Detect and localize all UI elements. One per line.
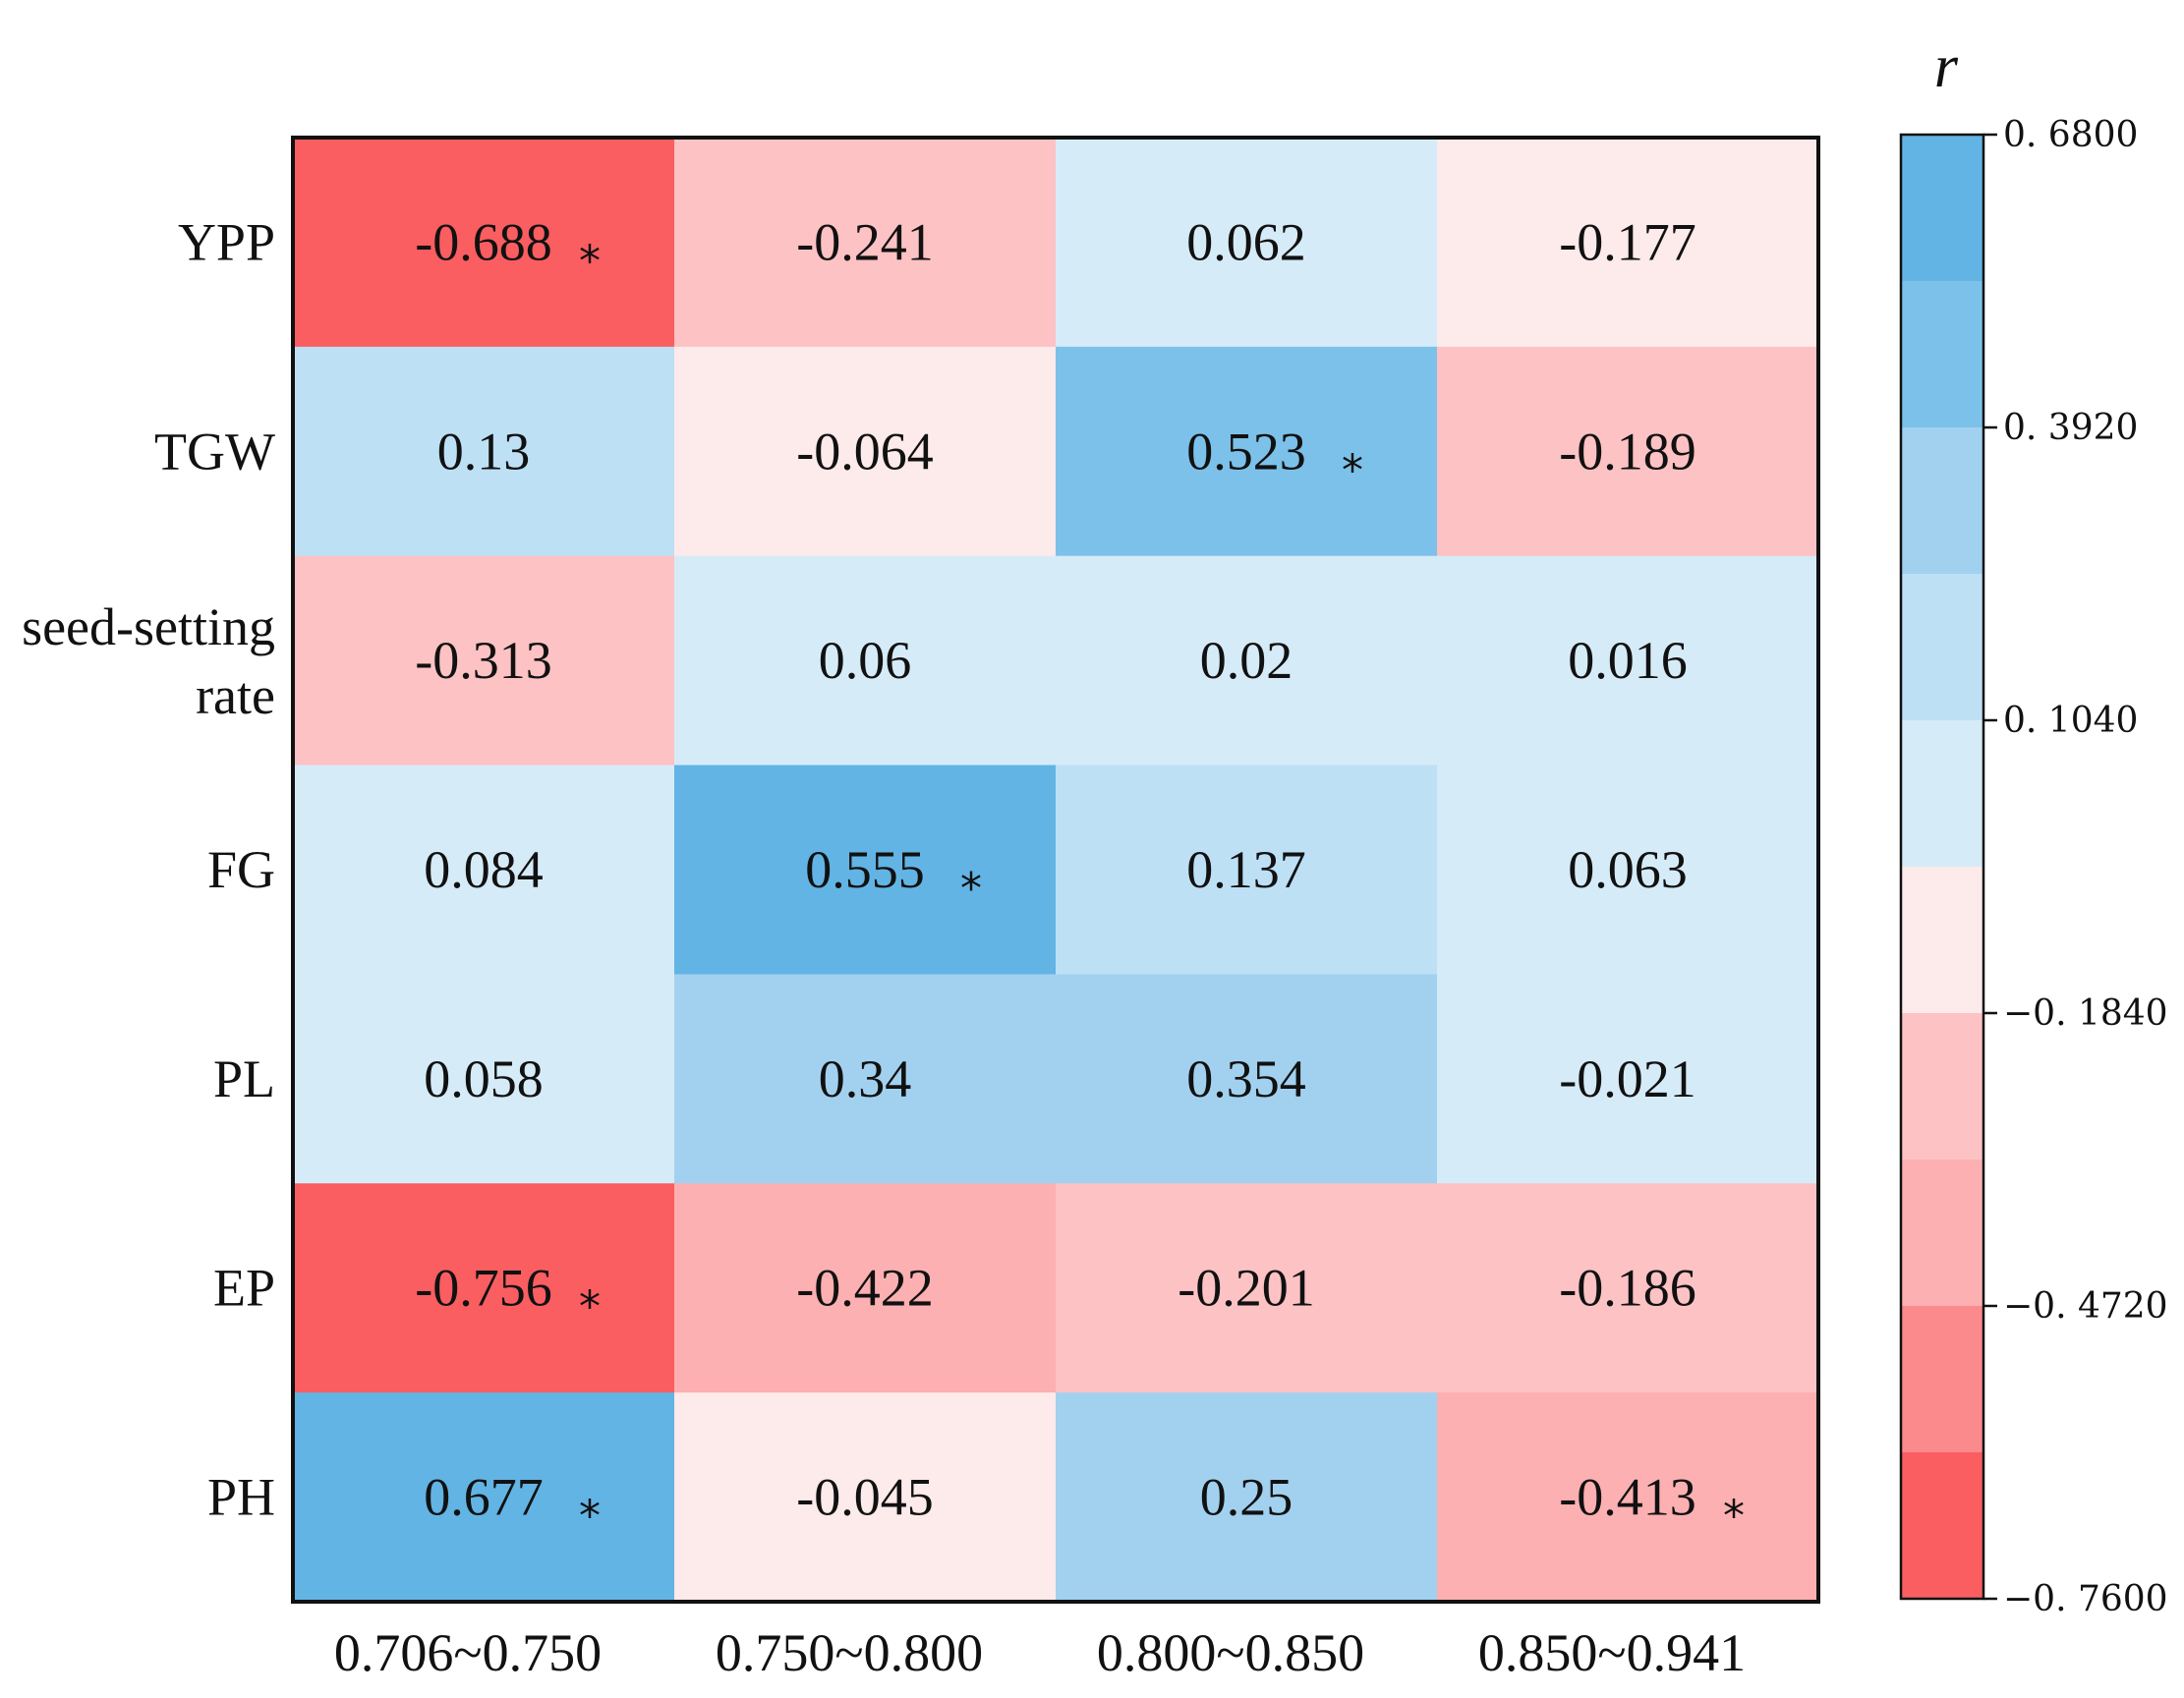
heatmap-cell-fg-1 — [293, 764, 675, 975]
colorbar-band-6 — [1901, 867, 1983, 1014]
heatmap-cell-ypp-3 — [1056, 138, 1438, 348]
heatmap-cell-ep-1 — [293, 1183, 675, 1393]
cell-value-label: 0.25 — [1200, 1468, 1293, 1527]
x-label-2: 0.750~0.800 — [716, 1623, 983, 1682]
cell-value-label: 0.34 — [819, 1049, 912, 1108]
y-label-seed-setting-rate: seed-setting rate — [22, 597, 275, 725]
heatmap-cell-fg-4 — [1437, 764, 1819, 975]
colorbar-frame — [1899, 133, 1985, 1601]
colorbar-band-3 — [1901, 427, 1983, 575]
colorbar-tick-label: 0. 1040 — [2003, 701, 2138, 741]
heatmap-cell-ph-2 — [674, 1392, 1057, 1603]
cell-value-label: -0.177 — [1559, 212, 1695, 271]
significance-star: * — [1342, 445, 1363, 495]
cell-value-label: -0.045 — [796, 1468, 933, 1527]
colorbar-band-5 — [1901, 720, 1983, 868]
y-label-ph: PH — [207, 1468, 275, 1527]
heatmap-cell-ypp-4 — [1437, 138, 1819, 348]
heatmap-cell-seed-setting-rate-1 — [293, 555, 675, 766]
cell-value-label: -0.756 — [415, 1259, 551, 1318]
cell-value-label: -0.064 — [796, 422, 933, 481]
heatmap-cell-ph-1 — [293, 1392, 675, 1603]
y-label-ep: EP — [213, 1259, 275, 1318]
cell-value-label: -0.688 — [415, 212, 551, 271]
heatmap-cell-tgw-3 — [1056, 346, 1438, 557]
y-label-fg: FG — [207, 840, 275, 899]
cell-value-label: -0.201 — [1178, 1259, 1314, 1318]
cell-value-label: -0.313 — [415, 631, 551, 690]
heatmap-cell-seed-setting-rate-2 — [674, 555, 1057, 766]
cell-value-label: 0.016 — [1568, 631, 1688, 690]
significance-star: * — [579, 1492, 601, 1542]
colorbar-title: r — [1934, 33, 1959, 100]
colorbar-band-8 — [1901, 1160, 1983, 1307]
heatmap-cell-seed-setting-rate-4 — [1437, 555, 1819, 766]
colorbar-tick-label: −0. 1840 — [2003, 993, 2168, 1034]
significance-star: * — [960, 864, 982, 914]
y-label-tgw: TGW — [154, 422, 275, 481]
heatmap-cells: -0.688 * -0.241 0.062 -0.177 0.13 -0.064 0.523 *… — [293, 138, 1819, 1603]
heatmap-cell-pl-4 — [1437, 974, 1819, 1184]
cell-value-label: -0.413 — [1559, 1468, 1695, 1527]
significance-star: * — [1723, 1492, 1745, 1542]
heatmap-cell-pl-1 — [293, 974, 675, 1184]
cell-value-label: 0.063 — [1568, 840, 1688, 899]
colorbar-band-1 — [1901, 135, 1983, 282]
heatmap-cell-ph-4 — [1437, 1392, 1819, 1603]
x-label-4: 0.850~0.941 — [1478, 1623, 1746, 1682]
cell-value-label: 0.058 — [424, 1049, 544, 1108]
y-axis-labels: YPP TGW seed-setting rate FG PL EP PH — [22, 212, 275, 1526]
cell-value-label: 0.523 — [1186, 422, 1306, 481]
x-label-3: 0.800~0.850 — [1097, 1623, 1364, 1682]
x-label-1: 0.706~0.750 — [334, 1623, 602, 1682]
cell-value-label: -0.241 — [796, 212, 933, 271]
cell-value-label: -0.021 — [1559, 1049, 1695, 1108]
colorbar-band-4 — [1901, 574, 1983, 721]
colorbar: 0. 6800 0. 3920 0. 1040 −0. 1840 −0. 4720 −0.… — [1899, 33, 2168, 1619]
heatmap-cell-ypp-1 — [293, 138, 675, 348]
colorbar-band-2 — [1901, 281, 1983, 428]
heatmap-frame — [291, 136, 1820, 1604]
cell-value-label: 0.084 — [424, 840, 544, 899]
cell-value-label: 0.062 — [1186, 212, 1306, 271]
y-label-ypp: YPP — [178, 212, 275, 271]
cell-value-label: 0.137 — [1186, 840, 1306, 899]
heatmap-cell-seed-setting-rate-3 — [1056, 555, 1438, 766]
y-label-pl: PL — [213, 1049, 275, 1108]
heatmap-cell-ep-3 — [1056, 1183, 1438, 1393]
heatmap-cell-tgw-4 — [1437, 346, 1819, 557]
cell-value-label: 0.13 — [437, 422, 531, 481]
heatmap-cell-tgw-1 — [293, 346, 675, 557]
cell-value-label: -0.189 — [1559, 422, 1695, 481]
colorbar-tick-label: 0. 3920 — [2003, 408, 2138, 448]
cell-value-label: -0.186 — [1559, 1259, 1695, 1318]
heatmap-cell-ep-2 — [674, 1183, 1057, 1393]
colorbar-band-7 — [1901, 1013, 1983, 1160]
colorbar-band-10 — [1901, 1452, 1983, 1600]
heatmap-cell-pl-2 — [674, 974, 1057, 1184]
heatmap-cell-fg-2 — [674, 764, 1057, 975]
heatmap-cell-tgw-2 — [674, 346, 1057, 557]
heatmap-cell-fg-3 — [1056, 764, 1438, 975]
significance-star: * — [579, 1282, 601, 1332]
colorbar-band-9 — [1901, 1306, 1983, 1453]
x-axis-labels: 0.706~0.750 0.750~0.800 0.800~0.850 0.850~0… — [334, 1623, 1746, 1682]
cell-value-label: 0.354 — [1186, 1049, 1306, 1108]
heatmap-cell-pl-3 — [1056, 974, 1438, 1184]
colorbar-tick-label: 0. 6800 — [2003, 115, 2138, 155]
colorbar-tick-label: −0. 7600 — [2003, 1579, 2168, 1619]
heatmap-cell-ph-3 — [1056, 1392, 1438, 1603]
significance-star: * — [579, 236, 601, 286]
cell-value-label: 0.677 — [424, 1468, 544, 1527]
cell-value-label: -0.422 — [796, 1259, 933, 1318]
heatmap-cell-ep-4 — [1437, 1183, 1819, 1393]
heatmap-cell-ypp-2 — [674, 138, 1057, 348]
cell-value-label: 0.06 — [819, 631, 912, 690]
cell-value-label: 0.02 — [1200, 631, 1293, 690]
colorbar-tick-label: −0. 4720 — [2003, 1286, 2168, 1327]
cell-value-label: 0.555 — [805, 840, 925, 899]
